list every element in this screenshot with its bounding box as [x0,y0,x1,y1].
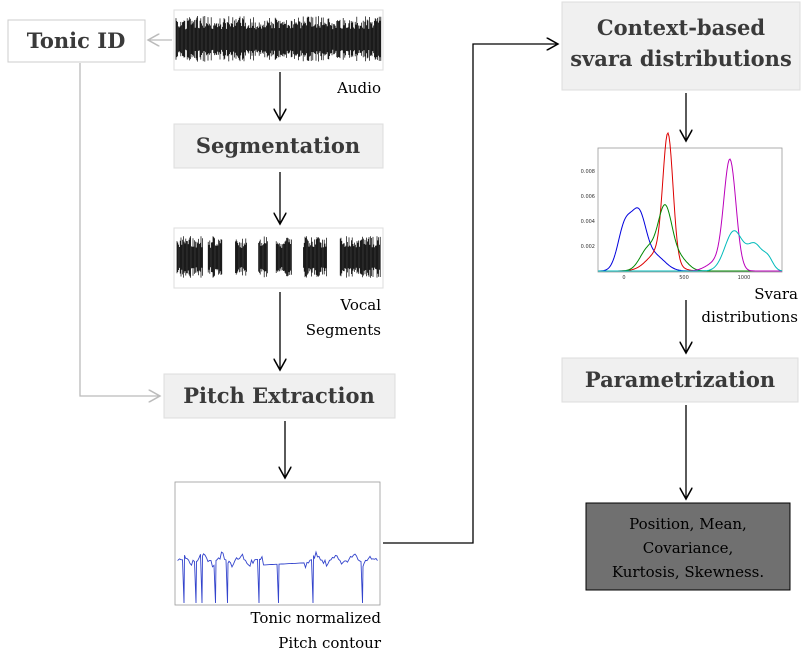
svara-curve [598,230,783,272]
node-label: Context-based [597,15,765,40]
node-label: Tonic ID [27,28,126,53]
tick-label: 1000 [738,275,751,281]
arrow [79,63,160,396]
caption: Segments [306,321,381,339]
tick-label: 0.008 [581,169,595,175]
pitch-contour [177,550,378,604]
caption: Tonic normalized [250,609,381,627]
vocal-waveform [176,236,381,278]
output-box [585,502,791,591]
segmentation-box [173,123,384,169]
audio-waveform [175,16,382,62]
caption: Audio [336,79,381,97]
caption: Pitch contour [278,634,382,652]
tick-label: 0.004 [581,219,595,225]
node-label: Covariance, [643,539,734,557]
tick-label: 0.006 [581,194,595,200]
caption: Svara [754,285,798,303]
node-label: Kurtosis, Skewness. [612,563,764,581]
tick-label: 0.002 [581,244,595,250]
pitch-box [163,373,396,419]
context-box [561,1,801,91]
waveform-trace [175,16,382,62]
caption: distributions [701,308,798,326]
tonic-box [7,19,146,63]
node-label: Segmentation [196,133,360,158]
node-label: Parametrization [585,367,775,392]
tick-label: 0 [622,275,625,281]
param-box [561,357,799,403]
tick-label: 500 [679,275,689,281]
svara-curves [598,131,783,272]
node-label: Position, Mean, [629,515,747,533]
node-label: Pitch Extraction [183,383,374,408]
arrow [383,44,558,544]
node-label: svara distributions [570,46,792,71]
caption: Vocal [339,296,381,314]
svara-plot [597,147,783,273]
waveform-trace [176,236,381,278]
